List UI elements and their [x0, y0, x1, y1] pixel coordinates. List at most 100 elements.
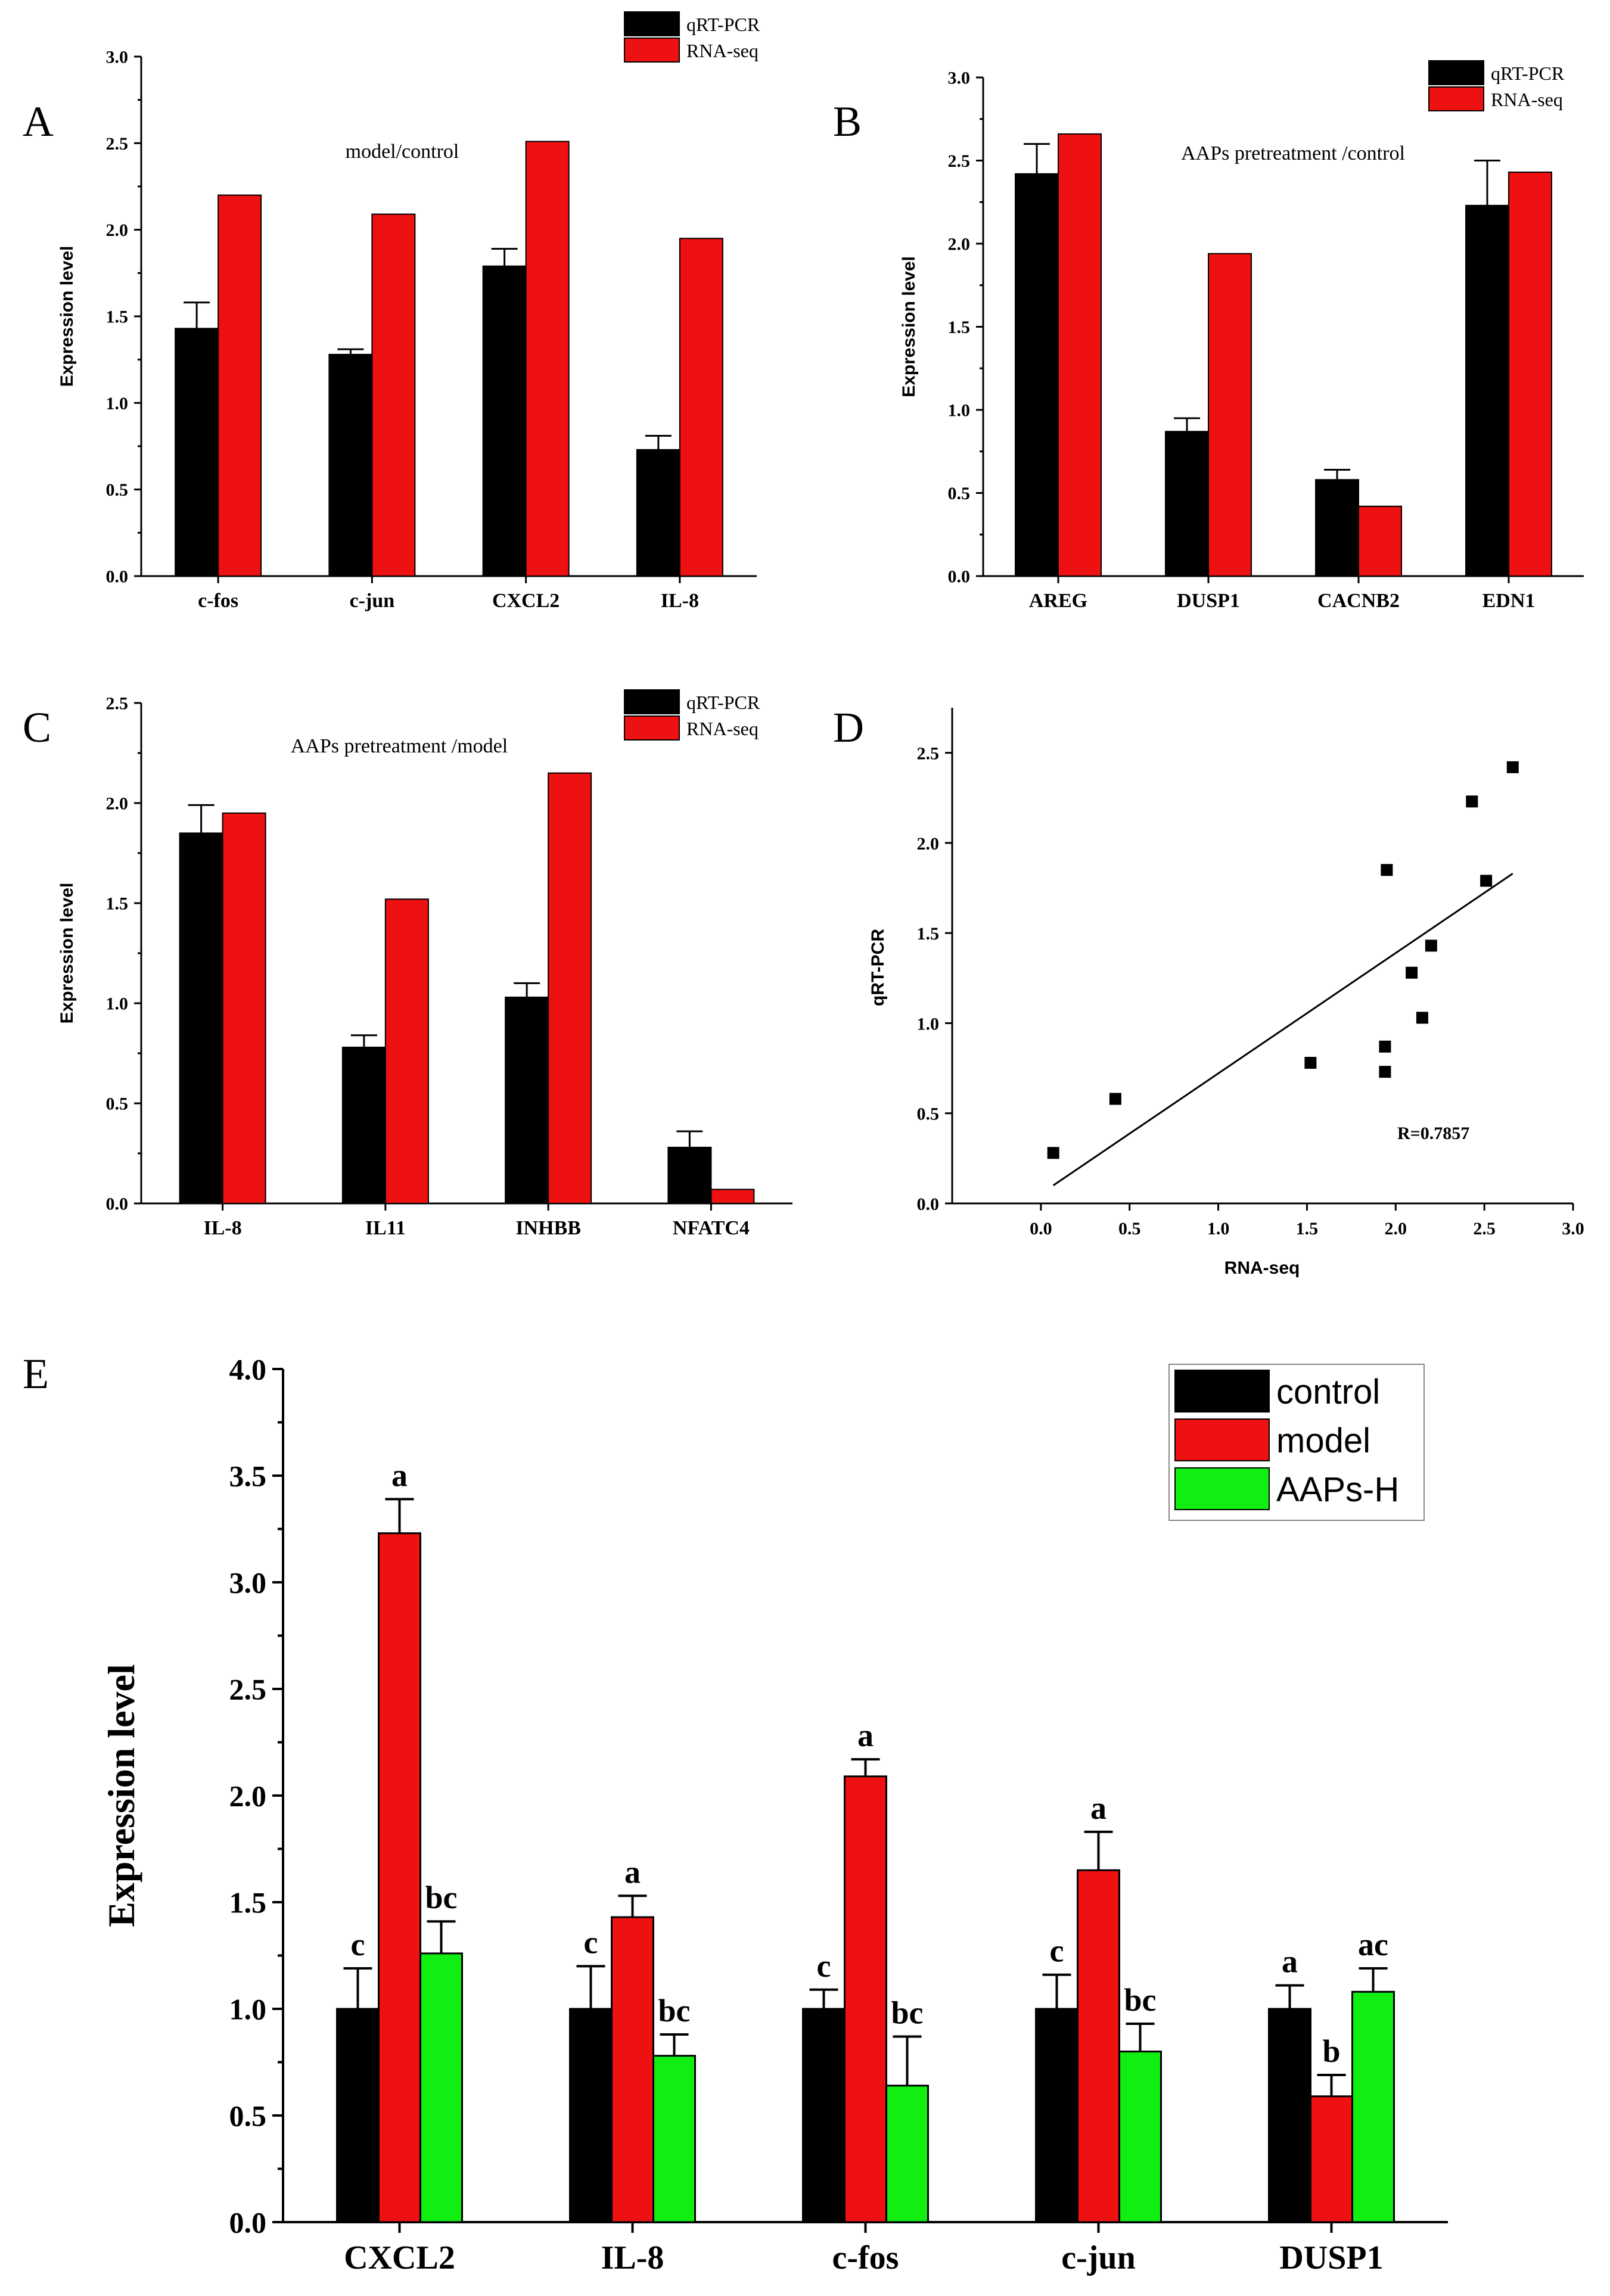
- bar-aaps-h: [419, 1952, 463, 2223]
- legend-label: RNA-seq: [686, 40, 759, 61]
- y-tick-label: 0.5: [948, 484, 971, 503]
- bar-rna-seq: [1508, 172, 1552, 577]
- x-tick-label: c-jun: [1061, 2239, 1135, 2276]
- x-tick-label: IL-8: [661, 590, 699, 612]
- y-tick-label: 3.0: [229, 1566, 267, 1600]
- y-tick-label: 2.0: [917, 834, 940, 854]
- x-tick-label: c-jun: [350, 590, 395, 612]
- x-tick-label: DUSP1: [1279, 2239, 1383, 2276]
- significance-label: bc: [425, 1880, 458, 1915]
- chart-title: model/control: [346, 141, 459, 163]
- x-tick-label: CACNB2: [1317, 590, 1400, 612]
- x-tick-label: 1.0: [1207, 1219, 1230, 1239]
- x-tick-label: 2.0: [1385, 1219, 1407, 1239]
- y-tick-label: 1.5: [106, 894, 129, 914]
- x-tick-label: 0.5: [1118, 1219, 1141, 1239]
- chart-title: AAPs pretreatment /model: [291, 735, 508, 757]
- x-tick-label: IL-8: [601, 2239, 664, 2276]
- bar-rna-seq: [1358, 505, 1402, 577]
- scatter-point: [1379, 1066, 1391, 1078]
- x-tick-label: CXCL2: [492, 590, 560, 612]
- significance-label: c: [1050, 1933, 1064, 1969]
- x-tick-label: c-fos: [198, 590, 238, 612]
- legend: control model AAPs-H: [1168, 1364, 1425, 1521]
- y-tick-label: 0.0: [229, 2206, 267, 2239]
- significance-label: a: [1282, 1944, 1298, 1980]
- panel-label: D: [833, 704, 864, 751]
- bar-model: [844, 1775, 887, 2223]
- y-tick-label: 1.0: [229, 1993, 267, 2026]
- bar-model: [611, 1916, 654, 2223]
- bar-qrt-pcr: [179, 832, 223, 1204]
- y-axis-label: Expression level: [899, 256, 919, 397]
- x-tick-label: 1.5: [1296, 1219, 1319, 1239]
- scatter-point: [1506, 761, 1519, 773]
- legend-swatch: [624, 11, 680, 36]
- x-tick-label: EDN1: [1482, 590, 1536, 612]
- legend-swatch: [1428, 60, 1484, 85]
- bar-qrt-pcr: [1165, 431, 1209, 577]
- panel-c: C 0.0 0.5 1.0 1.5 2.0 2.5 Expression level IL-8 I…: [23, 689, 792, 1239]
- bar-qrt-pcr: [341, 1046, 386, 1205]
- significance-label: a: [624, 1854, 641, 1890]
- y-tick-label: 2.0: [229, 1779, 267, 1813]
- y-axis-label: Expression level: [57, 883, 77, 1024]
- scatter-point: [1480, 875, 1493, 887]
- bar-rna-seq: [679, 238, 723, 577]
- bar-aaps-h: [652, 2055, 696, 2223]
- correlation-annotation: R=0.7857: [1397, 1124, 1469, 1143]
- x-tick-label: DUSP1: [1177, 590, 1240, 612]
- legend-swatch: [1174, 1370, 1270, 1413]
- panel-e: E 0.0 0.5 1.0 1.5 2.0 2.5 3.0 3.5 4.0 Expression l…: [23, 1350, 1448, 2276]
- y-tick-label: 0.0: [948, 567, 971, 587]
- legend-label: AAPs-H: [1276, 1470, 1399, 1509]
- legend-label: qRT-PCR: [686, 692, 760, 713]
- x-tick-label: c-fos: [832, 2239, 899, 2276]
- x-tick-label: INHBB: [515, 1217, 581, 1239]
- x-tick-label: CXCL2: [344, 2239, 455, 2276]
- legend-label: RNA-seq: [686, 718, 759, 739]
- fit-line: [1052, 873, 1513, 1186]
- y-tick-label: 0.5: [229, 2099, 267, 2133]
- bar-qrt-pcr: [1465, 204, 1509, 577]
- scatter-point: [1466, 795, 1478, 808]
- y-tick-label: 1.5: [229, 1886, 267, 1919]
- x-tick-label: 3.0: [1562, 1219, 1584, 1239]
- legend-swatch: [1174, 1418, 1270, 1461]
- y-tick-label: 1.0: [948, 401, 971, 421]
- y-tick-label: 0.0: [106, 567, 129, 587]
- y-tick-label: 2.0: [106, 220, 129, 240]
- bar-rna-seq: [548, 772, 592, 1204]
- y-tick-label: 2.0: [106, 794, 129, 814]
- y-tick-label: 1.0: [106, 394, 129, 413]
- legend-swatch: [624, 689, 680, 714]
- significance-label: c: [351, 1927, 365, 1962]
- panel-d: D 0.0 0.5 1.0 1.5 2.0 2.5 0.0 0.5 1.0 1.5 2.0 2.5 3.0…: [833, 704, 1584, 1278]
- y-tick-label: 3.0: [106, 48, 129, 67]
- panel-b: B 0.0 0.5 1.0 1.5 2.0 2.5 3.0 Expression level AR…: [833, 60, 1584, 612]
- scatter-point: [1381, 864, 1393, 876]
- legend: qRT-PCR RNA-seq: [1428, 60, 1565, 111]
- significance-label: a: [1090, 1790, 1107, 1826]
- bar-qrt-pcr: [482, 265, 527, 577]
- legend-label: qRT-PCR: [1491, 63, 1565, 84]
- bar-rna-seq: [217, 194, 262, 577]
- legend-label: model: [1276, 1421, 1370, 1460]
- y-tick-label: 2.5: [106, 134, 129, 154]
- significance-label: ac: [1358, 1927, 1388, 1962]
- significance-label: bc: [658, 1993, 691, 2029]
- bar-rna-seq: [1208, 253, 1252, 577]
- significance-label: bc: [1124, 1982, 1157, 2018]
- y-tick-label: 2.5: [948, 151, 971, 171]
- legend-swatch: [624, 715, 680, 741]
- panel-label: C: [23, 704, 51, 751]
- x-tick-label: AREG: [1029, 590, 1087, 612]
- panel-label: B: [833, 98, 862, 145]
- y-tick-label: 0.0: [917, 1194, 940, 1214]
- y-axis-label: qRT-PCR: [868, 929, 888, 1006]
- y-tick-label: 0.0: [106, 1194, 129, 1214]
- bar-model: [1310, 2095, 1353, 2223]
- scatter-point: [1304, 1057, 1317, 1069]
- y-tick-label: 2.5: [229, 1673, 267, 1706]
